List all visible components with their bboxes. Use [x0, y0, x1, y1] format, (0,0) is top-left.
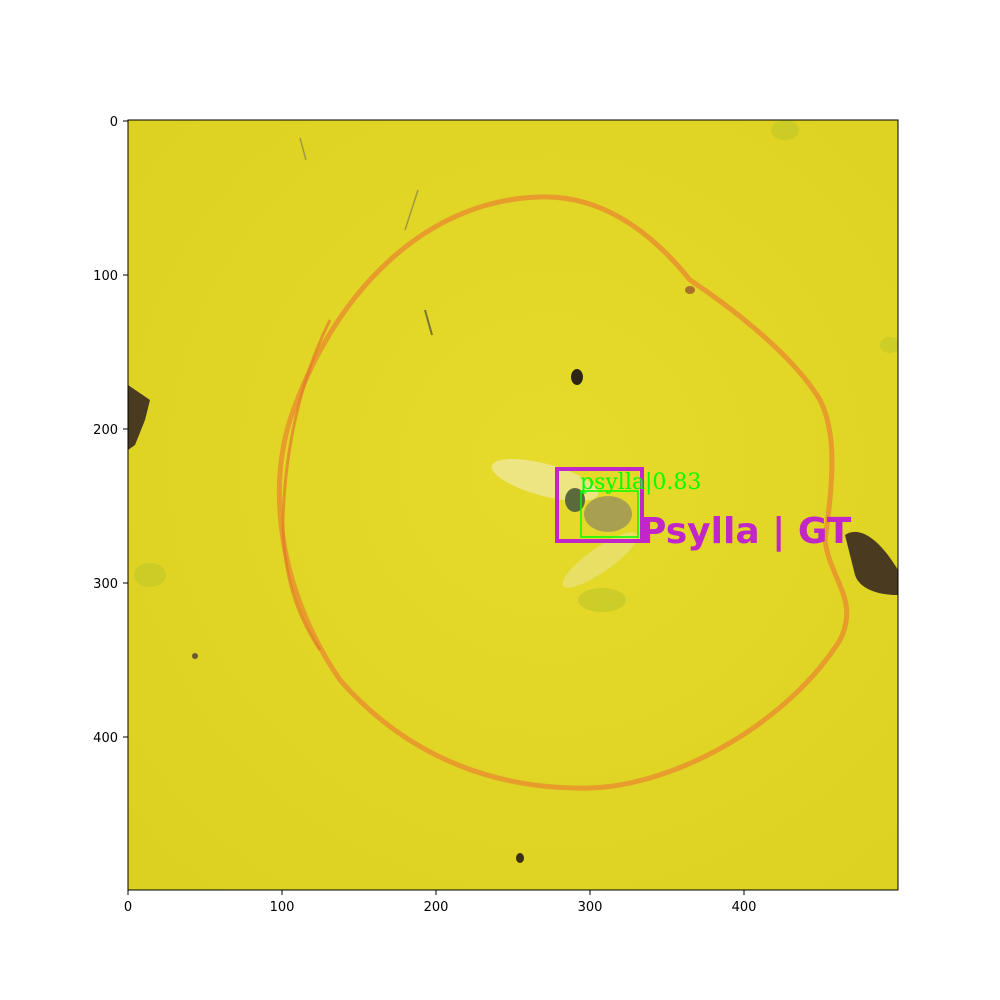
debris [299, 137, 307, 161]
ground-truth-label: Psylla | GT [640, 511, 852, 552]
orange-ring [276, 194, 850, 791]
x-tick-label: 0 [124, 900, 132, 915]
y-tick-label: 0 [110, 115, 118, 130]
psylla-wing [562, 532, 638, 588]
debris [516, 853, 524, 863]
x-tick-label: 400 [732, 900, 757, 915]
y-tick-label: 100 [93, 269, 118, 284]
x-tick-label: 100 [270, 900, 295, 915]
x-tick-label: 300 [578, 900, 603, 915]
trap-background [128, 120, 898, 890]
smudge [134, 563, 166, 587]
psylla-body [584, 496, 632, 532]
debris [192, 653, 198, 659]
x-axis: 0 100 200 300 400 [124, 890, 757, 915]
psylla-head [565, 488, 585, 512]
insect-left-edge [128, 385, 150, 450]
debris [404, 189, 419, 231]
y-tick-label: 300 [93, 577, 118, 592]
smudge [578, 588, 626, 612]
debris [424, 309, 433, 336]
prediction-box [580, 490, 639, 538]
y-tick-label: 400 [93, 731, 118, 746]
y-axis: 0 100 200 300 400 [93, 115, 128, 746]
y-tick-label: 200 [93, 423, 118, 438]
axes-frame [127, 119, 899, 891]
prediction-label: psylla|0.83 [580, 470, 701, 495]
orange-ring-inner [281, 319, 332, 651]
smudge [771, 120, 799, 140]
x-tick-label: 200 [424, 900, 449, 915]
trap-image [128, 120, 898, 890]
ground-truth-box [555, 467, 644, 543]
debris [571, 369, 583, 385]
debris [685, 286, 695, 294]
insect-right-edge [845, 531, 898, 595]
smudge [880, 337, 898, 353]
